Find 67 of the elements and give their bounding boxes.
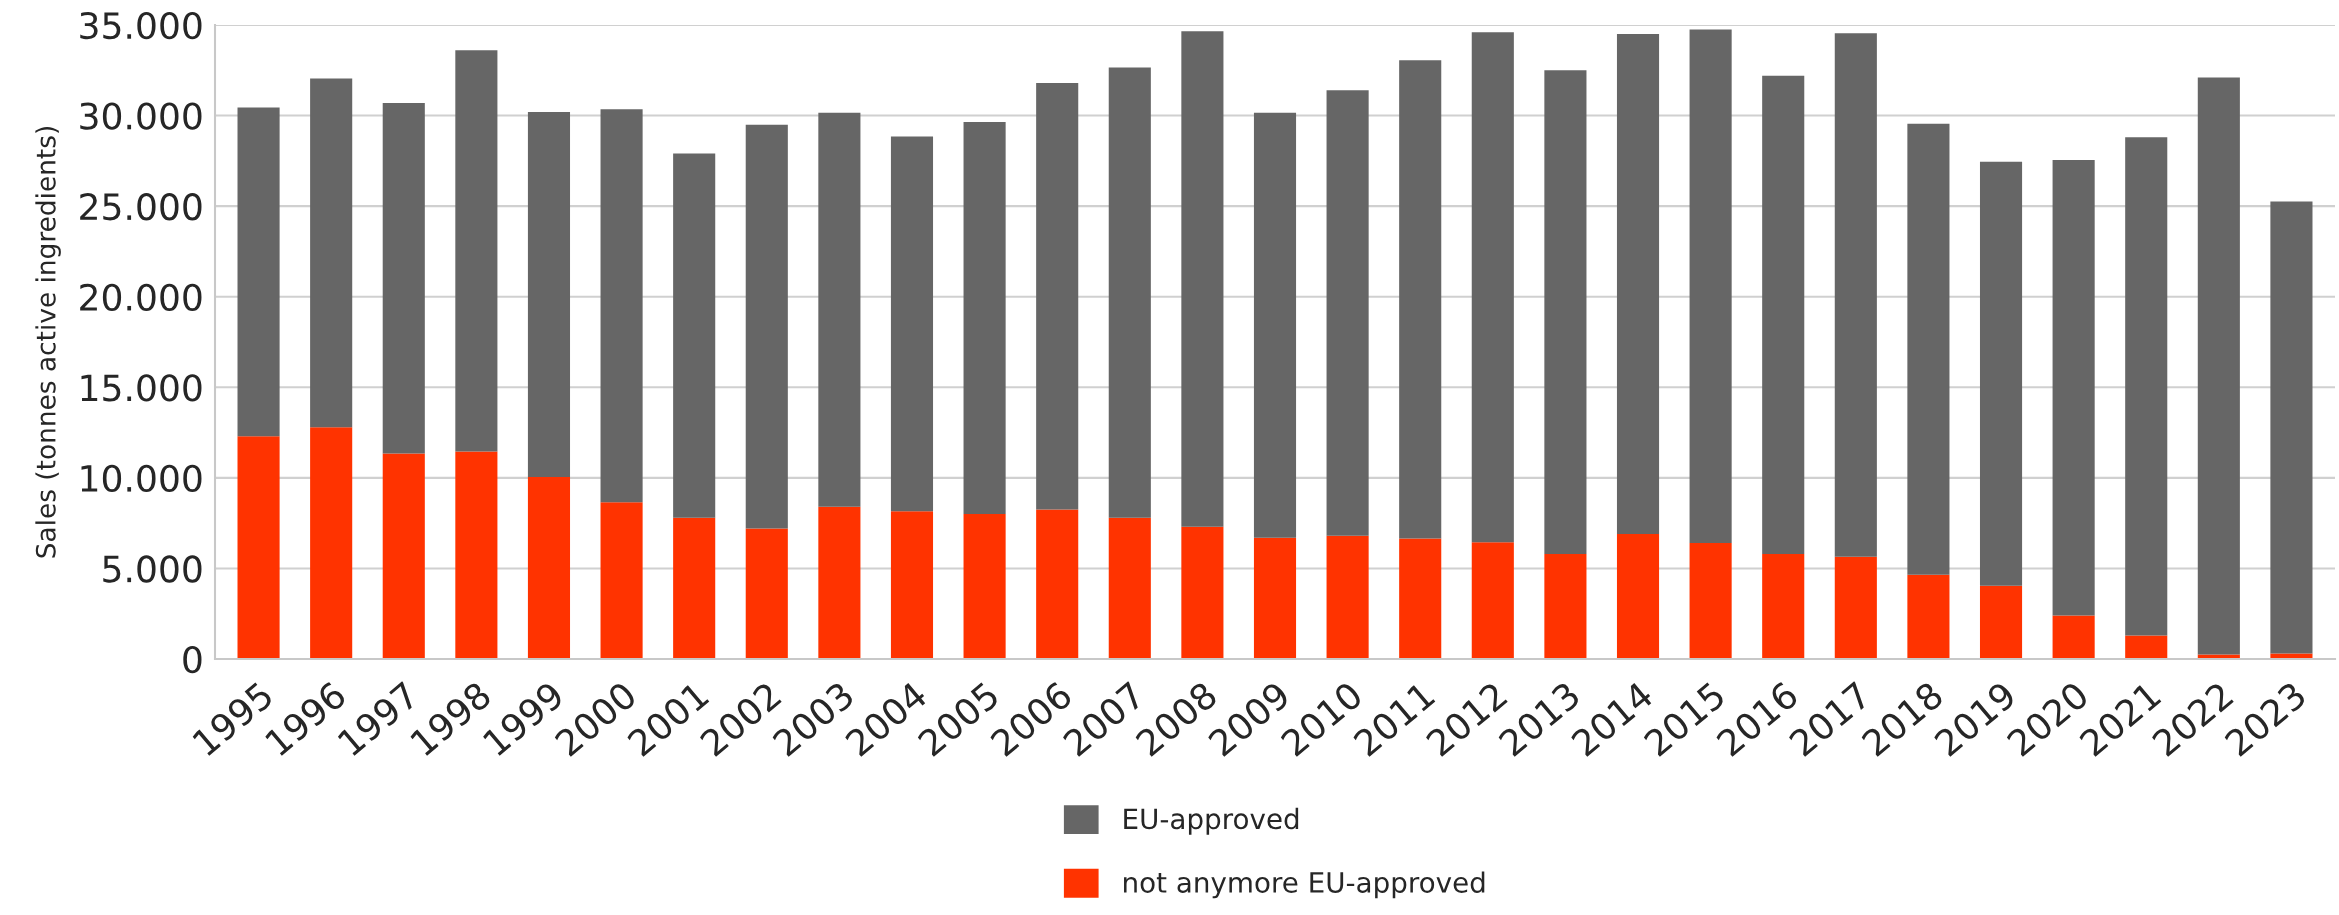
bar — [1689, 543, 1732, 659]
bar — [1471, 32, 1514, 543]
bar — [1326, 90, 1369, 536]
bar — [1253, 112, 1297, 538]
bar — [310, 78, 353, 428]
bar — [1979, 161, 2023, 586]
bar — [1689, 29, 1732, 544]
bar — [2270, 201, 2313, 654]
bar — [1616, 534, 1660, 659]
y-axis-title: Sales (tonnes active ingredients) — [35, 126, 61, 558]
bar — [1399, 538, 1442, 659]
bar — [1544, 553, 1587, 659]
bar — [1616, 34, 1660, 535]
bar — [527, 111, 571, 477]
bar — [1471, 542, 1514, 659]
bar — [890, 136, 934, 512]
bar — [382, 453, 425, 659]
bar — [237, 436, 280, 659]
bar — [2125, 137, 2168, 636]
bar — [2052, 159, 2095, 616]
bar — [963, 121, 1006, 515]
legend-label: not anymore EU-approved — [1124, 871, 1485, 899]
y-tick-label: 15.000 — [81, 374, 202, 402]
bar — [1907, 123, 1950, 575]
y-tick-label: 25.000 — [80, 193, 202, 221]
bar — [818, 506, 861, 659]
bar — [1326, 535, 1369, 659]
bar — [600, 502, 643, 659]
y-tick-label: 5.000 — [103, 555, 202, 583]
bar — [1108, 67, 1151, 518]
y-tick-label: 0 — [183, 645, 202, 674]
bar — [600, 109, 643, 503]
bar — [1399, 60, 1442, 539]
bar — [2052, 615, 2095, 659]
bar — [890, 511, 934, 659]
bar — [237, 107, 280, 437]
bar — [1834, 556, 1877, 659]
bar — [310, 427, 353, 659]
bar — [1834, 33, 1877, 557]
bar — [455, 451, 498, 659]
bar — [2125, 635, 2168, 659]
y-tick-label: 30.000 — [80, 102, 202, 130]
bar — [1181, 526, 1224, 659]
y-tick-label: 20.000 — [80, 283, 202, 311]
bar — [745, 124, 788, 529]
bar — [818, 112, 861, 507]
y-tick-label: 10.000 — [81, 464, 202, 493]
bar — [1762, 553, 1805, 659]
bar — [673, 153, 716, 518]
bar — [1253, 537, 1297, 659]
bar — [455, 50, 498, 452]
bar — [1907, 574, 1950, 659]
bar — [745, 528, 788, 659]
bar — [1036, 82, 1079, 510]
y-tick-label: 35.000 — [80, 11, 202, 40]
bar — [1762, 75, 1805, 554]
bar — [527, 476, 571, 659]
bar — [2197, 77, 2240, 655]
bar — [1544, 70, 1587, 554]
bar — [1036, 509, 1079, 659]
bar — [382, 102, 425, 454]
bar — [1979, 585, 2023, 659]
bar — [1108, 517, 1151, 659]
bar — [963, 514, 1006, 659]
bar — [673, 517, 716, 659]
legend-label: EU-approved — [1124, 807, 1299, 835]
bar — [1181, 31, 1224, 527]
